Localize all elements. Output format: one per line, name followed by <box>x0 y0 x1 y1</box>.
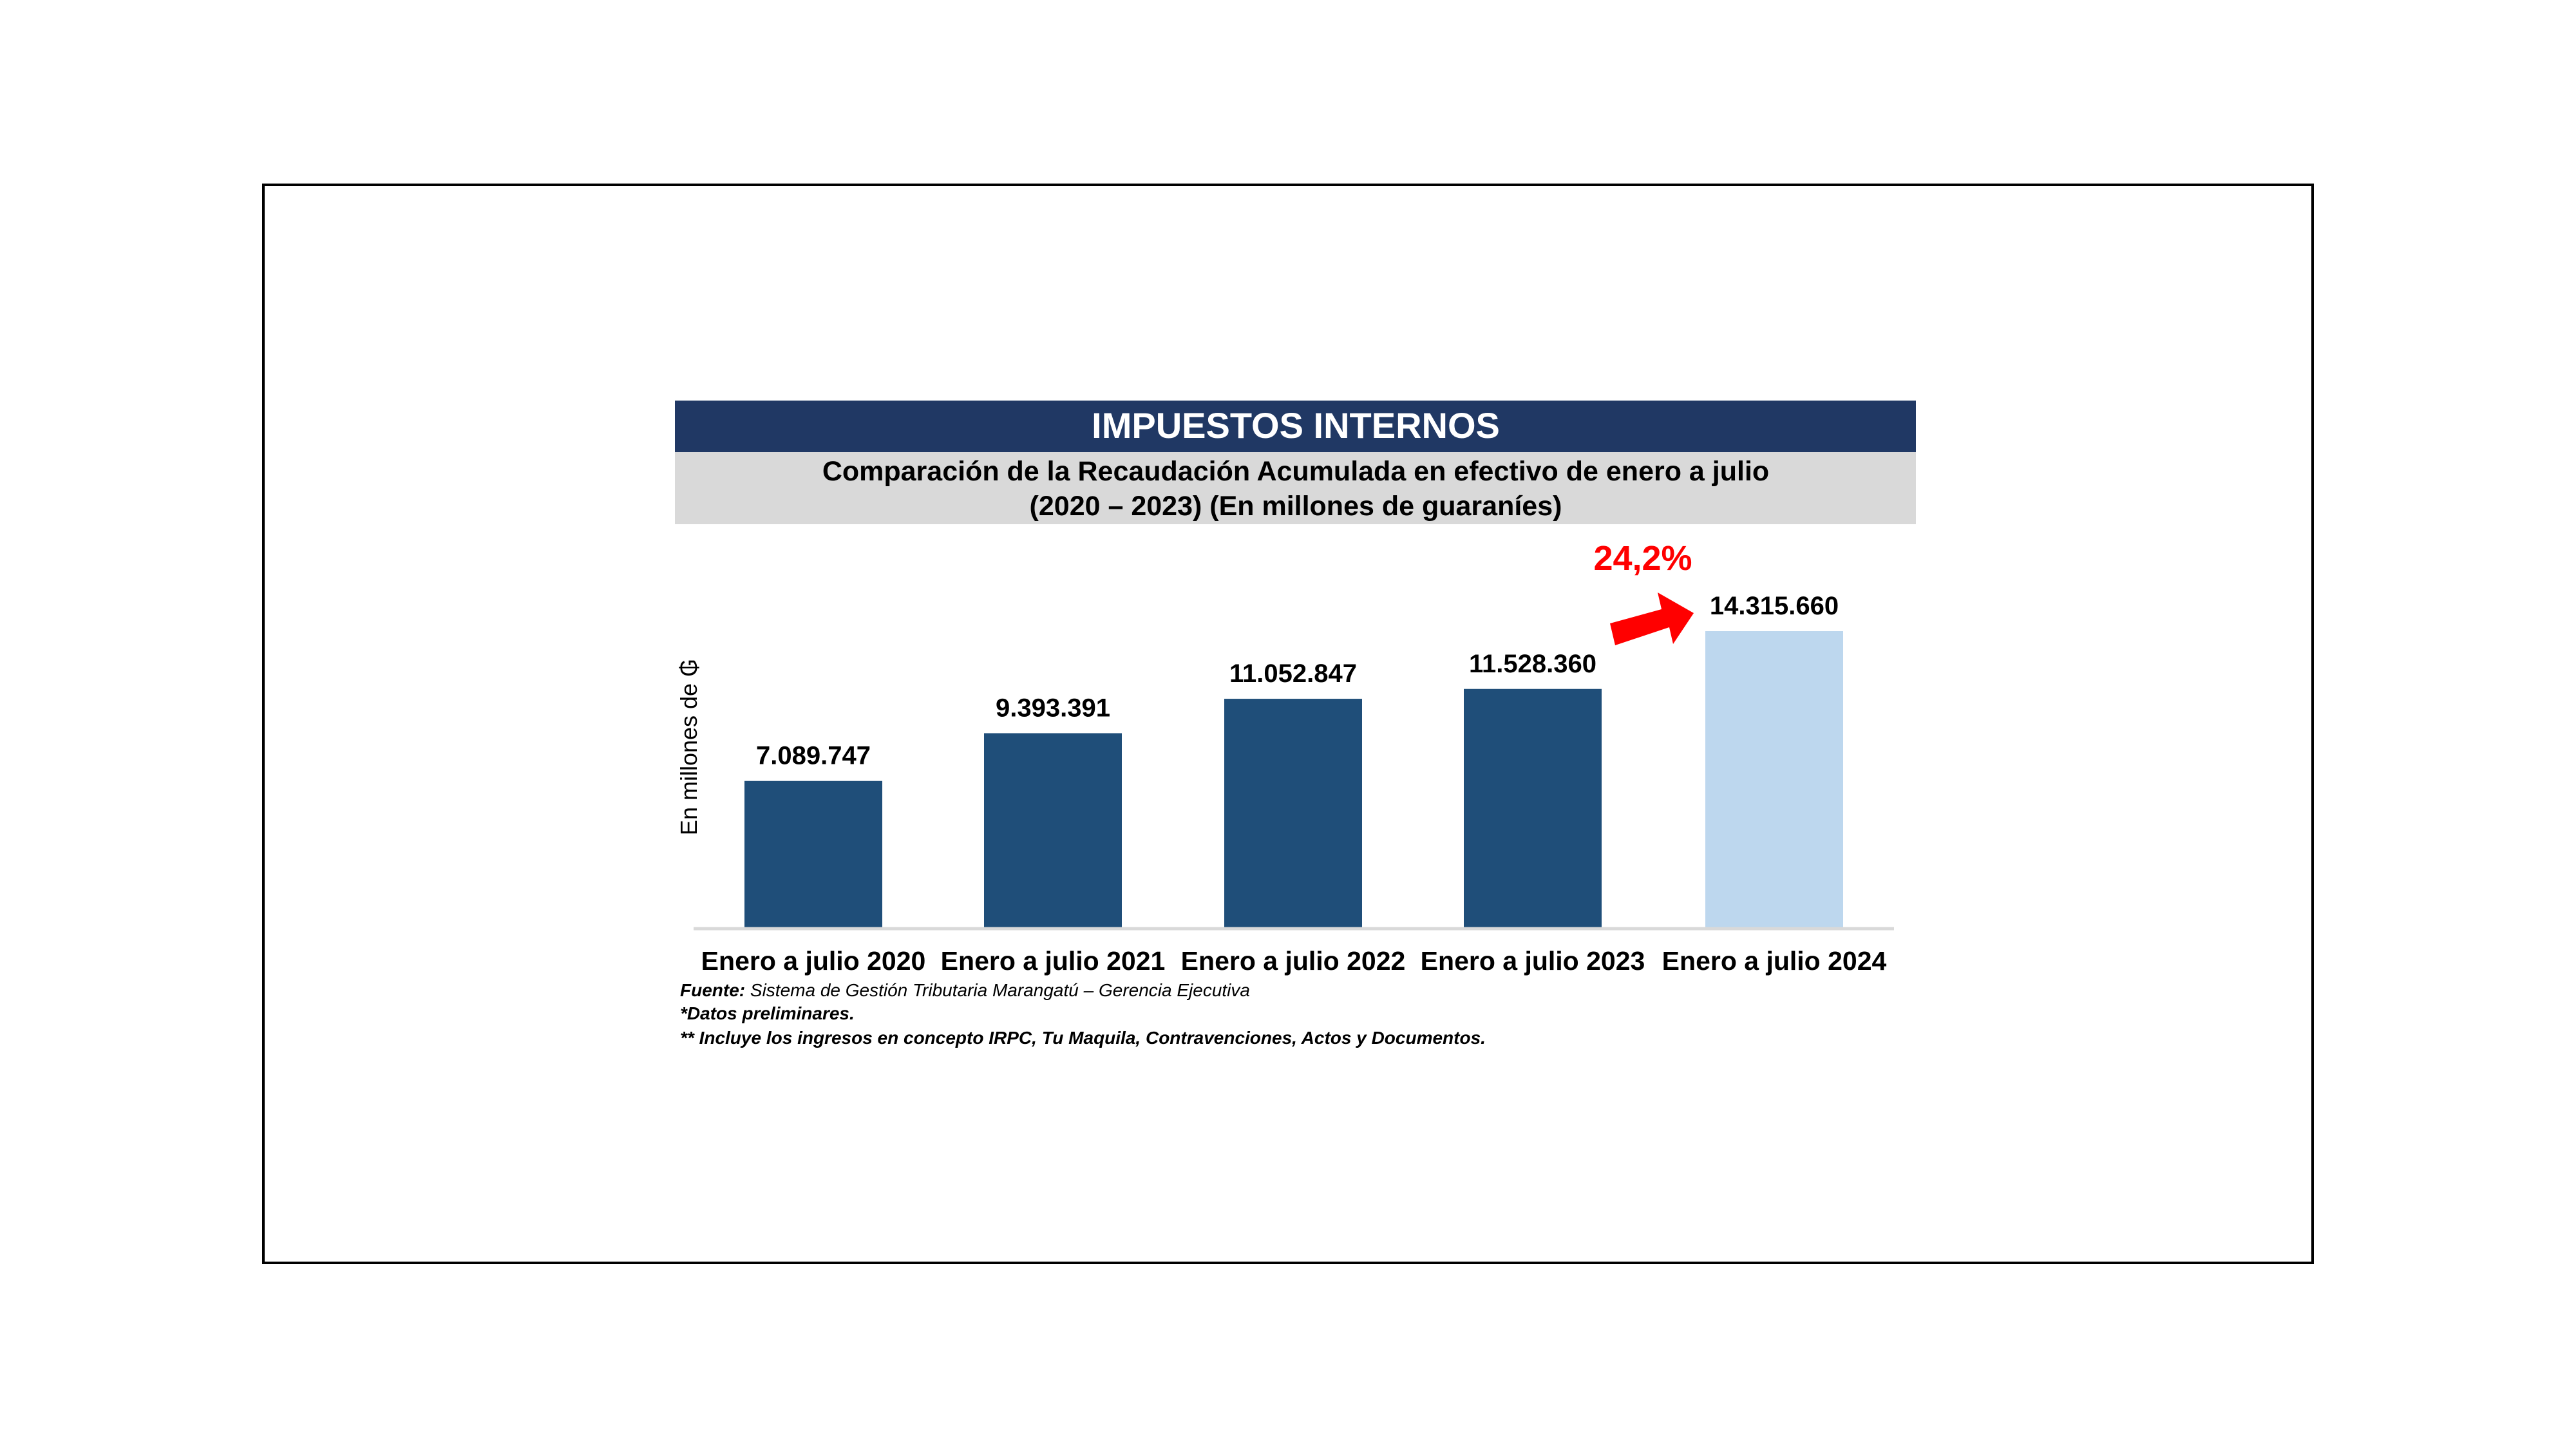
source-text: Sistema de Gestión Tributaria Marangatú … <box>745 980 1250 1000</box>
footnote-source: Fuente: Sistema de Gestión Tributaria Ma… <box>680 980 1250 1000</box>
data-label-5: 14.315.660 <box>1710 592 1839 620</box>
subtitle-line-2: (2020 – 2023) (En millones de guaraníes) <box>1030 491 1562 522</box>
bar-1 <box>744 781 882 928</box>
bar-2 <box>984 733 1122 928</box>
data-label-4: 11.528.360 <box>1469 650 1596 678</box>
arrow-right-up-icon <box>1610 592 1694 645</box>
bar-4 <box>1464 688 1602 928</box>
y-axis-label: En millones de ₲ <box>676 659 702 835</box>
category-label-3: Enero a julio 2022 <box>1181 946 1406 976</box>
bar-3 <box>1224 699 1362 928</box>
footnote-includes: ** Incluye los ingresos en concepto IRPC… <box>680 1028 1486 1048</box>
category-labels: Enero a julio 2020 Enero a julio 2021 Ener… <box>701 946 1887 976</box>
source-label: Fuente: <box>680 980 745 1000</box>
data-label-3: 11.052.847 <box>1229 659 1357 688</box>
category-label-2: Enero a julio 2021 <box>941 946 1166 976</box>
header-title: IMPUESTOS INTERNOS <box>1092 405 1500 446</box>
subtitle-line-1: Comparación de la Recaudación Acumulada … <box>822 456 1769 487</box>
data-label-2: 9.393.391 <box>996 694 1110 723</box>
subtitle-bar <box>675 452 1916 524</box>
category-label-4: Enero a julio 2023 <box>1421 946 1645 976</box>
category-label-1: Enero a julio 2020 <box>701 946 926 976</box>
data-label-1: 7.089.747 <box>756 742 871 770</box>
category-label-5: Enero a julio 2024 <box>1662 946 1887 976</box>
footnote-preliminary: *Datos preliminares. <box>680 1003 855 1023</box>
header-bar <box>675 401 1916 452</box>
bars: 7.089.747 9.393.391 11.052.847 11.528.360 14… <box>744 592 1843 928</box>
growth-annotation: 24,2% <box>1593 539 1692 578</box>
bar-5 <box>1705 631 1843 928</box>
